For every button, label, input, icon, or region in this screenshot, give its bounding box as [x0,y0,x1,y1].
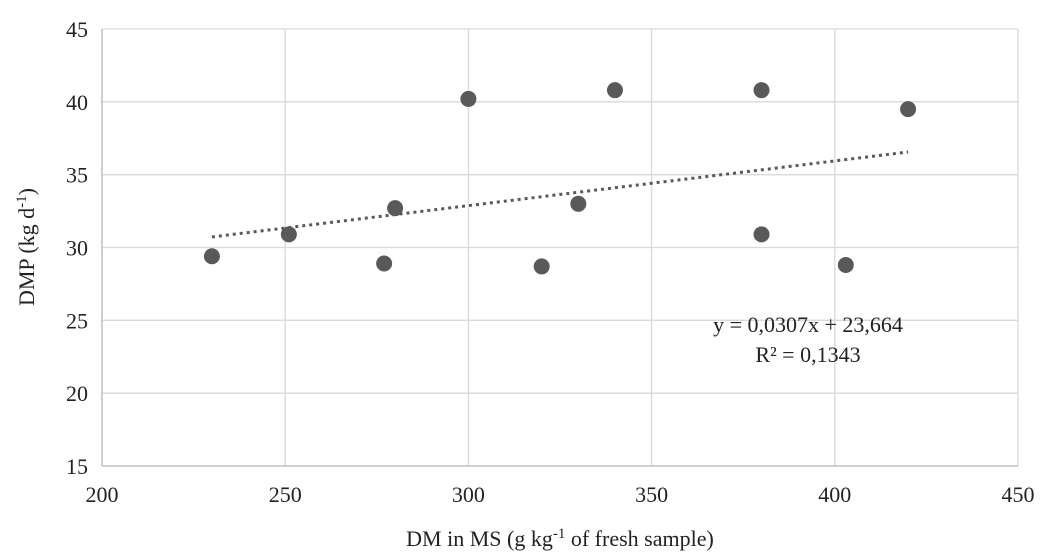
x-tick-label: 300 [452,482,485,507]
data-point [606,82,623,99]
trendline-r-squared: R² = 0,1343 [755,342,860,367]
trendline [211,150,909,239]
data-point [203,248,220,265]
data-point [387,200,404,217]
x-tick-label: 400 [818,482,851,507]
x-tick-label: 450 [1002,482,1035,507]
data-point [570,195,587,212]
data-point [900,101,917,118]
data-point [460,90,477,107]
x-axis-title: DM in MS (g kg-1 of fresh sample) [406,526,714,551]
data-point [753,82,770,99]
y-tick-label: 40 [66,90,88,115]
axes [101,29,1018,467]
data-point [533,258,550,275]
y-tick-labels: 15 20 25 30 35 40 45 [66,17,88,479]
y-tick-label: 20 [66,381,88,406]
x-tick-label: 200 [86,482,119,507]
x-tick-label: 250 [269,482,302,507]
y-axis-title: DMP (kg d-1) [14,188,39,306]
x-tick-labels: 200 250 300 350 400 450 [86,482,1035,507]
y-tick-label: 35 [66,163,88,188]
data-point [837,256,854,273]
y-tick-label: 25 [66,308,88,333]
data-point [753,226,770,243]
x-tick-label: 350 [635,482,668,507]
trendline-group [211,150,909,239]
grid-lines [102,28,1019,466]
trendline-equation: y = 0,0307x + 23,664 [713,312,903,337]
y-tick-label: 30 [66,236,88,261]
data-point [280,226,297,243]
y-tick-label: 15 [66,454,88,479]
data-points [203,82,917,275]
y-tick-label: 45 [66,17,88,42]
data-point [376,255,393,272]
